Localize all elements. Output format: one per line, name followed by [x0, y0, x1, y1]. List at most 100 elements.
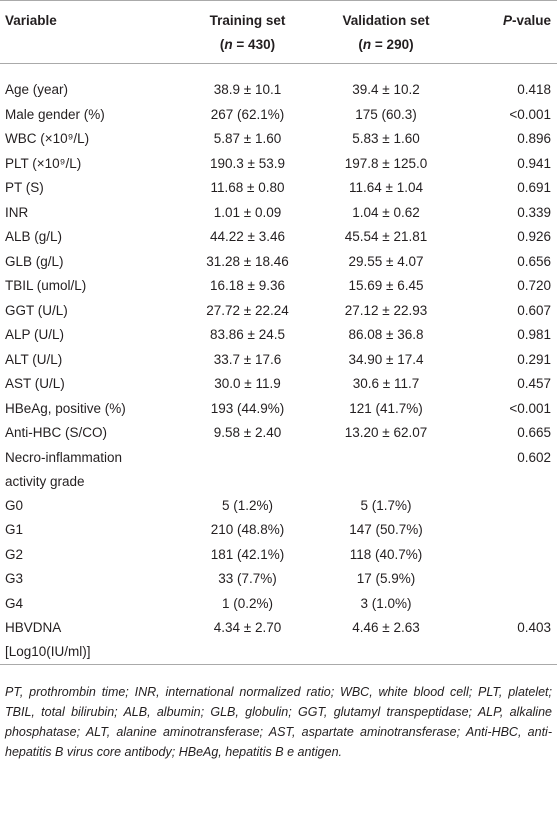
cell-text: 33 (7.7%): [218, 571, 277, 586]
table-cell: 1.01 ± 0.09: [185, 201, 310, 226]
table-cell: <0.001: [462, 103, 557, 128]
table-cell: 267 (62.1%): [185, 103, 310, 128]
table-cell: 0.339: [462, 201, 557, 226]
table-cell: 1.04 ± 0.62: [310, 201, 462, 226]
table-cell: 147 (50.7%): [310, 518, 462, 543]
cell-text: 9.58 ± 2.40: [213, 425, 282, 440]
table-row: GLB (g/L) 31.28 ± 18.46 29.55 ± 4.07 0.656: [0, 250, 557, 275]
footnote: PT, prothrombin time; INR, international…: [5, 685, 552, 759]
table-row: PLT (×10⁹/L) 190.3 ± 53.9 197.8 ± 125.0 0.9…: [0, 152, 557, 177]
data-table: Variable Training set (n = 430) Validati…: [0, 0, 557, 665]
header-p: P-value: [462, 0, 557, 64]
cell-text: 0.691: [517, 180, 551, 195]
row-label: Anti-HBC (S/CO): [5, 425, 108, 440]
row-label: G1: [5, 522, 24, 537]
cell-text: 121 (41.7%): [349, 400, 423, 416]
row-label: Age (year): [5, 82, 69, 97]
table-row: PT (S) 11.68 ± 0.80 11.64 ± 1.04 0.691: [0, 176, 557, 201]
cell-text: 45.54 ± 21.81: [344, 229, 428, 244]
table-cell: HBVDNA [Log10(IU/ml)]: [0, 616, 185, 665]
header-variable: Variable: [0, 0, 185, 64]
cell-text: 0.607: [517, 302, 551, 318]
cell-text: 34.90 ± 17.4: [348, 351, 424, 367]
cell-text: 29.55 ± 4.07: [348, 253, 424, 269]
table-cell: 29.55 ± 4.07: [310, 250, 462, 275]
table-cell: 0.418: [462, 64, 557, 103]
cell-text: 0.720: [517, 278, 551, 293]
table-row: ALB (g/L) 44.22 ± 3.46 45.54 ± 21.81 0.926: [0, 225, 557, 250]
table-cell: 27.72 ± 22.24: [185, 299, 310, 324]
table-cell: AST (U/L): [0, 372, 185, 397]
cell-text: 197.8 ± 125.0: [344, 155, 428, 171]
table-cell: 3 (1.0%): [310, 592, 462, 617]
table-cell: 11.68 ± 0.80: [185, 176, 310, 201]
row-label: PT (S): [5, 180, 44, 195]
cell-text: 0.656: [517, 253, 551, 269]
cell-text: 5 (1.2%): [221, 497, 274, 513]
table-row: Necro-inflammation activity grade 0.602: [0, 446, 557, 494]
text: = 290): [371, 37, 414, 52]
header-title: Validation set: [342, 13, 430, 28]
row-label: Male gender (%): [5, 106, 105, 122]
row-label: G3: [5, 571, 24, 586]
table-cell: 0.691: [462, 176, 557, 201]
table-row: HBVDNA [Log10(IU/ml)] 4.34 ± 2.70 4.46 ± 2…: [0, 616, 557, 665]
table-cell: 0.403: [462, 616, 557, 665]
cell-text: 0.418: [517, 82, 551, 97]
table-cell: [462, 592, 557, 617]
table-cell: 27.12 ± 22.93: [310, 299, 462, 324]
cell-text: 83.86 ± 24.5: [210, 327, 285, 342]
table-cell: [462, 518, 557, 543]
row-label: G2: [5, 546, 24, 562]
cell-text: 0.665: [517, 425, 551, 440]
row-label: AST (U/L): [5, 376, 65, 391]
cell-text: 118 (40.7%): [349, 546, 423, 562]
row-label: INR: [5, 204, 29, 220]
cell-text: 13.20 ± 62.07: [344, 425, 428, 440]
table-cell: ALT (U/L): [0, 348, 185, 373]
cell-text: 1 (0.2%): [221, 595, 274, 611]
table-row: ALP (U/L) 83.86 ± 24.5 86.08 ± 36.8 0.981: [0, 323, 557, 348]
cell-text: 30.6 ± 11.7: [352, 376, 420, 391]
table-row: AST (U/L) 30.0 ± 11.9 30.6 ± 11.7 0.457: [0, 372, 557, 397]
table-cell: 0.941: [462, 152, 557, 177]
text: (: [358, 37, 363, 52]
table-cell: 190.3 ± 53.9: [185, 152, 310, 177]
table-cell: G2: [0, 543, 185, 568]
table-cell: 0.896: [462, 127, 557, 152]
cell-text: 11.64 ± 1.04: [349, 180, 423, 195]
table-row: ALT (U/L) 33.7 ± 17.6 34.90 ± 17.4 0.291: [0, 348, 557, 373]
cell-text: 147 (50.7%): [349, 522, 423, 537]
header-training: Training set (n = 430): [185, 0, 310, 64]
text: n: [224, 37, 233, 52]
table-cell: 33.7 ± 17.6: [185, 348, 310, 373]
table-header: Variable Training set (n = 430) Validati…: [0, 0, 557, 64]
table-cell: GGT (U/L): [0, 299, 185, 324]
cell-text: 1.01 ± 0.09: [213, 204, 282, 220]
cell-text: 0.981: [517, 327, 551, 342]
cell-text: 39.4 ± 10.2: [352, 82, 420, 97]
cell-text: 210 (48.8%): [210, 522, 285, 537]
table-cell: 197.8 ± 125.0: [310, 152, 462, 177]
row-label: ALB (g/L): [5, 229, 63, 244]
table-row: WBC (×10⁹/L) 5.87 ± 1.60 5.83 ± 1.60 0.896: [0, 127, 557, 152]
table-cell: 118 (40.7%): [310, 543, 462, 568]
text: = 430): [232, 37, 276, 52]
table-cell: 83.86 ± 24.5: [185, 323, 310, 348]
table-cell: 11.64 ± 1.04: [310, 176, 462, 201]
cell-text: 175 (60.3): [355, 106, 417, 122]
table-cell: ALP (U/L): [0, 323, 185, 348]
row-label: ALP (U/L): [5, 327, 65, 342]
table-cell: 5 (1.7%): [310, 494, 462, 519]
table-row: G2 181 (42.1%) 118 (40.7%): [0, 543, 557, 568]
row-label: G4: [5, 595, 24, 611]
table-cell: [462, 494, 557, 519]
cell-text: 5 (1.7%): [360, 497, 412, 513]
table-cell: G0: [0, 494, 185, 519]
table-row: HBeAg, positive (%) 193 (44.9%) 121 (41.7%…: [0, 397, 557, 422]
cell-text: 44.22 ± 3.46: [210, 229, 285, 244]
cell-text: 4.34 ± 2.70: [213, 620, 282, 635]
table-cell: 30.6 ± 11.7: [310, 372, 462, 397]
table-cell: 121 (41.7%): [310, 397, 462, 422]
cell-text: 15.69 ± 6.45: [348, 278, 424, 293]
